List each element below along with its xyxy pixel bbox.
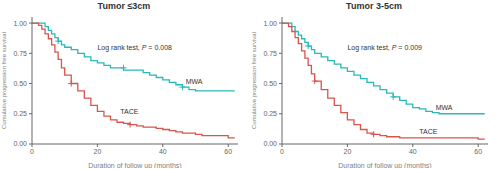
svg-text:0.75: 0.75 [13, 50, 27, 57]
svg-text:Duration of follow up (months): Duration of follow up (months) [88, 162, 181, 168]
svg-text:0: 0 [280, 148, 284, 155]
svg-text:0.50: 0.50 [263, 80, 277, 87]
svg-text:1.00: 1.00 [13, 20, 27, 27]
svg-text:0.25: 0.25 [13, 110, 27, 117]
svg-text:0.50: 0.50 [13, 80, 27, 87]
svg-text:TACE: TACE [419, 128, 437, 135]
svg-text:1.00: 1.00 [263, 20, 277, 27]
svg-text:Duration of follow up (months): Duration of follow up (months) [338, 162, 431, 168]
html-text:Tumor ≤3cm: Tumor ≤3cm [97, 1, 151, 11]
svg-text:40: 40 [409, 148, 417, 155]
svg-text:MWA: MWA [186, 78, 203, 85]
svg-text:0: 0 [30, 148, 34, 155]
svg-text:20: 20 [93, 148, 101, 155]
svg-text:0.25: 0.25 [263, 110, 277, 117]
svg-text:0.00: 0.00 [13, 140, 27, 147]
svg-text:0.00: 0.00 [263, 140, 277, 147]
svg-text:60: 60 [474, 148, 482, 155]
svg-text:Cumulative progression free su: Cumulative progression free survival [251, 32, 257, 129]
svg-text:60: 60 [224, 148, 232, 155]
html-text:Tumor 3-5cm: Tumor 3-5cm [346, 1, 402, 11]
svg-text:Log rank test, P = 0.008: Log rank test, P = 0.008 [97, 44, 172, 52]
svg-text:Log rank test, P = 0.009: Log rank test, P = 0.009 [347, 44, 422, 52]
svg-text:MWA: MWA [436, 104, 453, 111]
svg-text:0.75: 0.75 [263, 50, 277, 57]
svg-text:40: 40 [159, 148, 167, 155]
svg-text:20: 20 [343, 148, 351, 155]
svg-text:TACE: TACE [120, 108, 138, 115]
